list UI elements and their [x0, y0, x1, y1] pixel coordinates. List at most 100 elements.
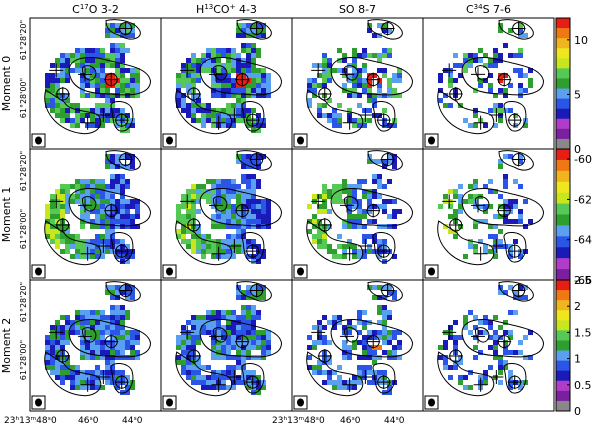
map-pixel — [377, 305, 382, 310]
map-pixel — [130, 199, 135, 204]
map-pixel — [75, 365, 80, 370]
map-pixel — [80, 219, 85, 224]
map-pixel — [387, 93, 392, 98]
colorbar-segment — [556, 269, 570, 281]
map-pixel — [110, 335, 115, 340]
map-pixel — [498, 360, 503, 365]
map-pixel — [256, 113, 261, 118]
source-cross — [49, 325, 64, 340]
map-pixel — [110, 28, 115, 33]
map-pixel — [186, 113, 191, 118]
map-pixel — [176, 209, 181, 214]
map-pixel — [90, 83, 95, 88]
map-pixel — [75, 380, 80, 385]
map-pixel — [508, 83, 513, 88]
map-pixel — [100, 315, 105, 320]
map-pixel — [115, 330, 120, 335]
map-pixel — [236, 108, 241, 113]
map-pixel — [60, 370, 65, 375]
map-pixel — [327, 360, 332, 365]
map-pixel — [191, 375, 196, 380]
map-pixel — [100, 214, 105, 219]
map-pixel — [201, 325, 206, 330]
intensity-contour — [498, 281, 534, 302]
colorbar-segment — [556, 98, 570, 110]
source-cross — [489, 369, 504, 384]
map-pixel — [236, 244, 241, 249]
map-pixel — [231, 335, 236, 340]
intensity-contour — [437, 89, 495, 135]
map-pixel — [181, 335, 186, 340]
colorbar-segment — [556, 159, 570, 172]
map-pixel — [130, 33, 135, 38]
map-pixel — [125, 113, 130, 118]
map-pixel — [125, 33, 130, 38]
map-pixel — [513, 179, 518, 184]
map-pixel — [372, 234, 377, 239]
map-pixel — [241, 315, 246, 320]
map-pixel — [65, 78, 70, 83]
map-pixel — [211, 194, 216, 199]
map-pixel — [513, 199, 518, 204]
map-pixel — [493, 103, 498, 108]
map-pixel — [80, 249, 85, 254]
map-pixel — [80, 184, 85, 189]
map-panel — [160, 17, 293, 150]
map-pixel — [221, 375, 226, 380]
map-pixel — [367, 199, 372, 204]
map-pixel — [382, 199, 387, 204]
map-pixel — [50, 88, 55, 93]
map-pixel — [105, 370, 110, 375]
map-pixel — [241, 320, 246, 325]
map-pixel — [392, 335, 397, 340]
map-pixel — [518, 340, 523, 345]
map-pixel — [246, 385, 251, 390]
map-pixel — [372, 380, 377, 385]
map-pixel — [342, 350, 347, 355]
map-pixel — [392, 199, 397, 204]
map-pixel — [337, 48, 342, 53]
map-pixel — [60, 189, 65, 194]
map-pixel — [65, 93, 70, 98]
colorbar-segment — [556, 128, 570, 140]
map-pixel — [513, 295, 518, 300]
map-pixel — [105, 350, 110, 355]
map-pixel — [226, 244, 231, 249]
map-pixel — [226, 365, 231, 370]
map-pixel — [226, 315, 231, 320]
map-pixel — [397, 68, 402, 73]
map-pixel — [367, 285, 372, 290]
map-pixel — [216, 345, 221, 350]
map-pixel — [115, 93, 120, 98]
map-pixel — [226, 189, 231, 194]
map-pixel — [221, 340, 226, 345]
map-pixel — [65, 249, 70, 254]
map-pixel — [186, 340, 191, 345]
map-pixel — [523, 73, 528, 78]
map-pixel — [256, 48, 261, 53]
map-pixel — [85, 310, 90, 315]
map-pixel — [135, 88, 140, 93]
map-pixel — [130, 68, 135, 73]
map-pixel — [377, 58, 382, 63]
map-pixel — [251, 320, 256, 325]
map-pixel — [100, 239, 105, 244]
map-pixel — [367, 234, 372, 239]
map-pixel — [453, 340, 458, 345]
map-pixel — [115, 370, 120, 375]
colorbar-segment — [556, 38, 570, 49]
map-pixel — [125, 209, 130, 214]
map-pixel — [231, 103, 236, 108]
map-pixel — [231, 118, 236, 123]
map-pixel — [251, 325, 256, 330]
map-pixel — [191, 78, 196, 83]
map-pixel — [176, 98, 181, 103]
beam-ellipse — [166, 398, 173, 407]
map-pixel — [256, 295, 261, 300]
source-cross — [245, 113, 260, 128]
map-pixel — [65, 58, 70, 63]
map-pixel — [85, 214, 90, 219]
map-pixel — [95, 204, 100, 209]
map-pixel — [438, 345, 443, 350]
map-pixel — [110, 325, 115, 330]
